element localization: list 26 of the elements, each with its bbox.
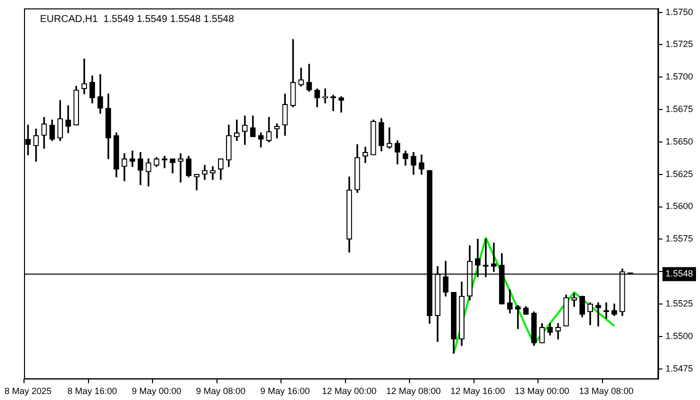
text: EURCAD,H1 1.5549 1.5549 1.5548 1.5548 <box>40 14 234 26</box>
y-tick-label: 1.5500 <box>665 330 694 341</box>
x-tick-label: 9 May 16:00 <box>260 386 310 396</box>
x-tick-label: 12 May 16:00 <box>450 386 506 396</box>
x-tick-label: 12 May 00:00 <box>322 386 377 396</box>
x-tick-label: 8 May 16:00 <box>68 386 118 396</box>
x-tick-label: 8 May 2025 <box>4 386 52 396</box>
x-tick-label: 9 May 08:00 <box>196 386 246 396</box>
y-tick-label: 1.5750 <box>665 6 694 17</box>
candlestick <box>162 156 168 168</box>
y-tick-label: 1.5525 <box>665 298 694 308</box>
x-tick-label: 9 May 00:00 <box>132 386 182 396</box>
candlestick <box>274 123 280 138</box>
candlestick <box>386 127 392 149</box>
y-tick-label: 1.5725 <box>665 39 694 50</box>
ref-line-label: 1.5548 <box>665 268 694 279</box>
y-tick-label: 1.5575 <box>665 234 694 244</box>
x-tick-label: 13 May 00:00 <box>514 386 570 396</box>
x-tick-label: 13 May 08:00 <box>578 386 634 396</box>
y-tick-label: 1.5475 <box>665 363 694 374</box>
x-tick-label: 12 May 08:00 <box>386 386 441 396</box>
y-tick-label: 1.5650 <box>665 136 694 146</box>
y-tick-label: 1.5600 <box>665 201 694 212</box>
y-tick-label: 1.5700 <box>665 72 694 82</box>
y-tick-label: 1.5625 <box>665 168 694 179</box>
y-tick-label: 1.5675 <box>665 104 694 114</box>
